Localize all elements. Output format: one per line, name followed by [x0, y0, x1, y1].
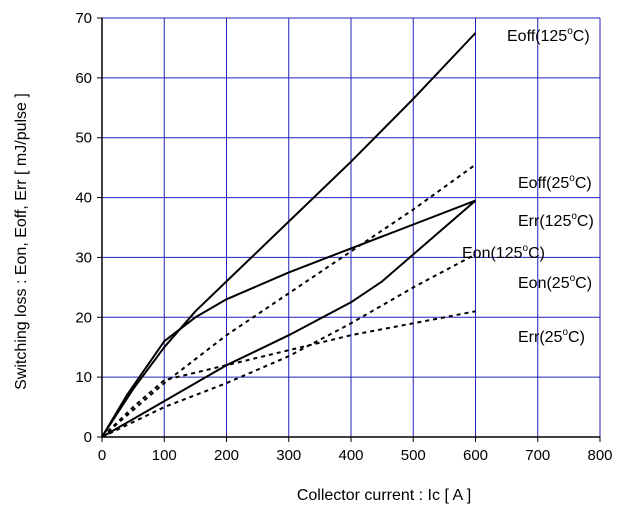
series-line-4 [101, 199, 477, 438]
tick-label-layer: 0 100 200 300 400 500 600 700 800 0 10 20 30 40 50 60 70 [75, 10, 612, 464]
grid-layer [102, 17, 601, 437]
x-tick-label: 300 [276, 447, 301, 464]
y-tick-label: 30 [75, 249, 92, 266]
series-label-5: Eon(25oC) [518, 273, 592, 292]
x-tick-label: 800 [587, 447, 612, 464]
y-axis-title: Switching loss : Eon, Eoff, Err [ mJ/pul… [13, 93, 30, 390]
y-tick-label: 10 [75, 369, 92, 386]
series-line-3 [101, 199, 476, 438]
series-line-1 [101, 32, 477, 438]
series-label-2: Eoff(25oC) [518, 173, 592, 192]
series-label-1: Eoff(125oC) [507, 26, 590, 45]
y-tick-label: 50 [75, 130, 92, 147]
axis-layer [97, 17, 601, 442]
x-axis-title: Collector current : Ic [ A ] [297, 487, 471, 504]
series-label-layer: Eoff(125oC) Eoff(25oC) Err(125oC) Eon(125oC… [462, 26, 594, 346]
x-tick-label: 400 [338, 447, 363, 464]
x-tick-label: 500 [401, 447, 426, 464]
x-tick-label: 600 [463, 447, 488, 464]
x-tick-label: 100 [152, 447, 177, 464]
y-tick-label: 70 [75, 10, 92, 27]
series-label-6: Err(25oC) [518, 327, 585, 346]
y-tick-label: 40 [75, 190, 92, 207]
x-tick-label: 200 [214, 447, 239, 464]
series-line-6 [101, 310, 476, 438]
series-label-3: Err(125oC) [518, 211, 594, 230]
y-tick-label: 0 [84, 429, 92, 446]
series-label-4: Eon(125oC) [462, 243, 545, 262]
x-tick-label: 0 [98, 447, 106, 464]
y-tick-label: 60 [75, 70, 92, 87]
series-line-2 [101, 163, 477, 438]
y-tick-label: 20 [75, 309, 92, 326]
x-tick-label: 700 [525, 447, 550, 464]
series-layer [101, 32, 477, 438]
series-line-5 [101, 253, 476, 438]
